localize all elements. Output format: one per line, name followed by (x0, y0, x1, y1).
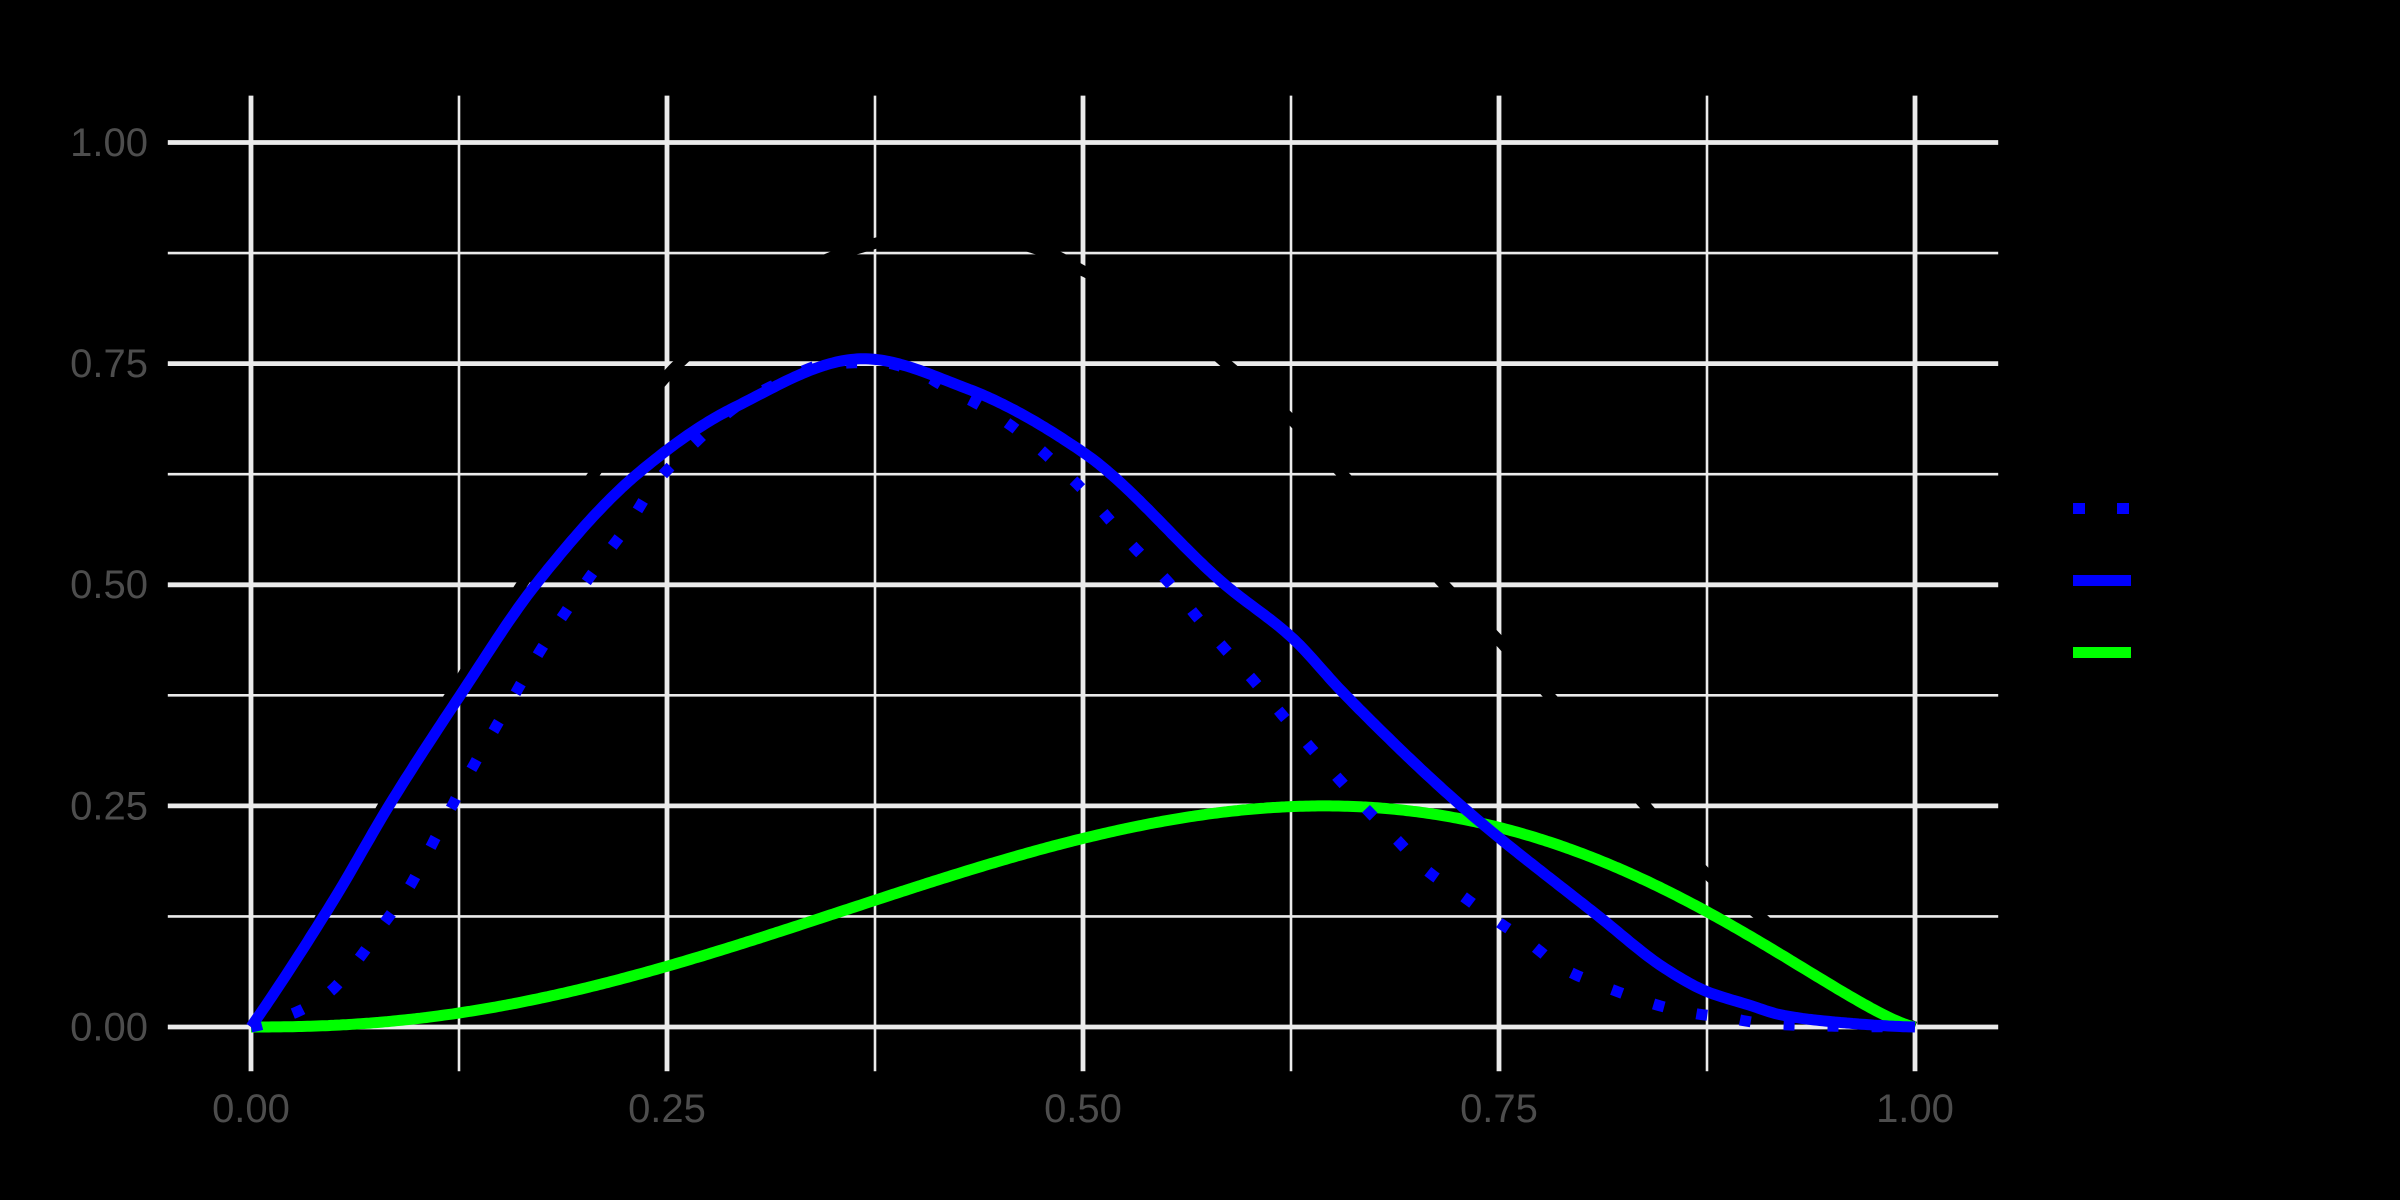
svg-text:0.75: 0.75 (1460, 1087, 1538, 1131)
svg-text:0.00: 0.00 (70, 1005, 148, 1049)
svg-text:0.25: 0.25 (70, 784, 148, 828)
svg-text:0.50: 0.50 (1044, 1087, 1122, 1131)
svg-text:0.25: 0.25 (628, 1087, 706, 1131)
svg-text:1.00: 1.00 (1876, 1087, 1954, 1131)
svg-text:1.00: 1.00 (70, 121, 148, 165)
svg-text:0.00: 0.00 (212, 1087, 290, 1131)
svg-text:0.75: 0.75 (70, 342, 148, 386)
svg-text:0.50: 0.50 (70, 563, 148, 607)
